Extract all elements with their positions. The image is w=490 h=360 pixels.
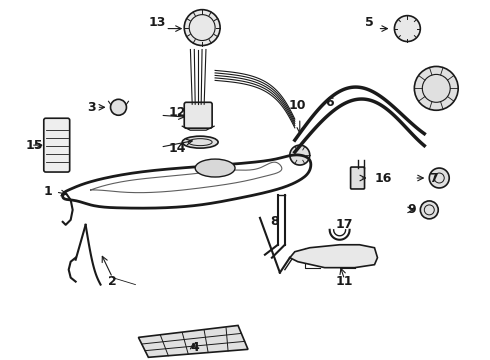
Circle shape [290, 145, 310, 165]
Ellipse shape [195, 159, 235, 177]
Text: 6: 6 [325, 96, 334, 109]
Circle shape [415, 67, 458, 110]
Text: 5: 5 [365, 16, 373, 29]
Ellipse shape [182, 136, 218, 148]
FancyBboxPatch shape [44, 118, 70, 172]
Circle shape [111, 99, 126, 115]
Text: 9: 9 [407, 203, 416, 216]
Circle shape [429, 168, 449, 188]
Text: 10: 10 [289, 99, 307, 112]
Text: 2: 2 [108, 275, 117, 288]
Polygon shape [290, 245, 377, 268]
Text: 13: 13 [148, 16, 166, 29]
Circle shape [184, 10, 220, 45]
FancyBboxPatch shape [184, 102, 212, 128]
Text: 7: 7 [429, 171, 438, 185]
Text: 15: 15 [25, 139, 43, 152]
Circle shape [394, 15, 420, 41]
Text: 8: 8 [270, 215, 279, 228]
Text: 17: 17 [336, 218, 353, 231]
FancyBboxPatch shape [350, 167, 365, 189]
Text: 3: 3 [87, 101, 96, 114]
Text: 11: 11 [336, 275, 353, 288]
Polygon shape [138, 325, 248, 357]
Text: 16: 16 [374, 171, 392, 185]
Text: 12: 12 [168, 106, 186, 119]
Circle shape [420, 201, 438, 219]
Text: 4: 4 [191, 341, 199, 354]
Text: 1: 1 [44, 185, 53, 198]
Text: 14: 14 [168, 141, 186, 155]
